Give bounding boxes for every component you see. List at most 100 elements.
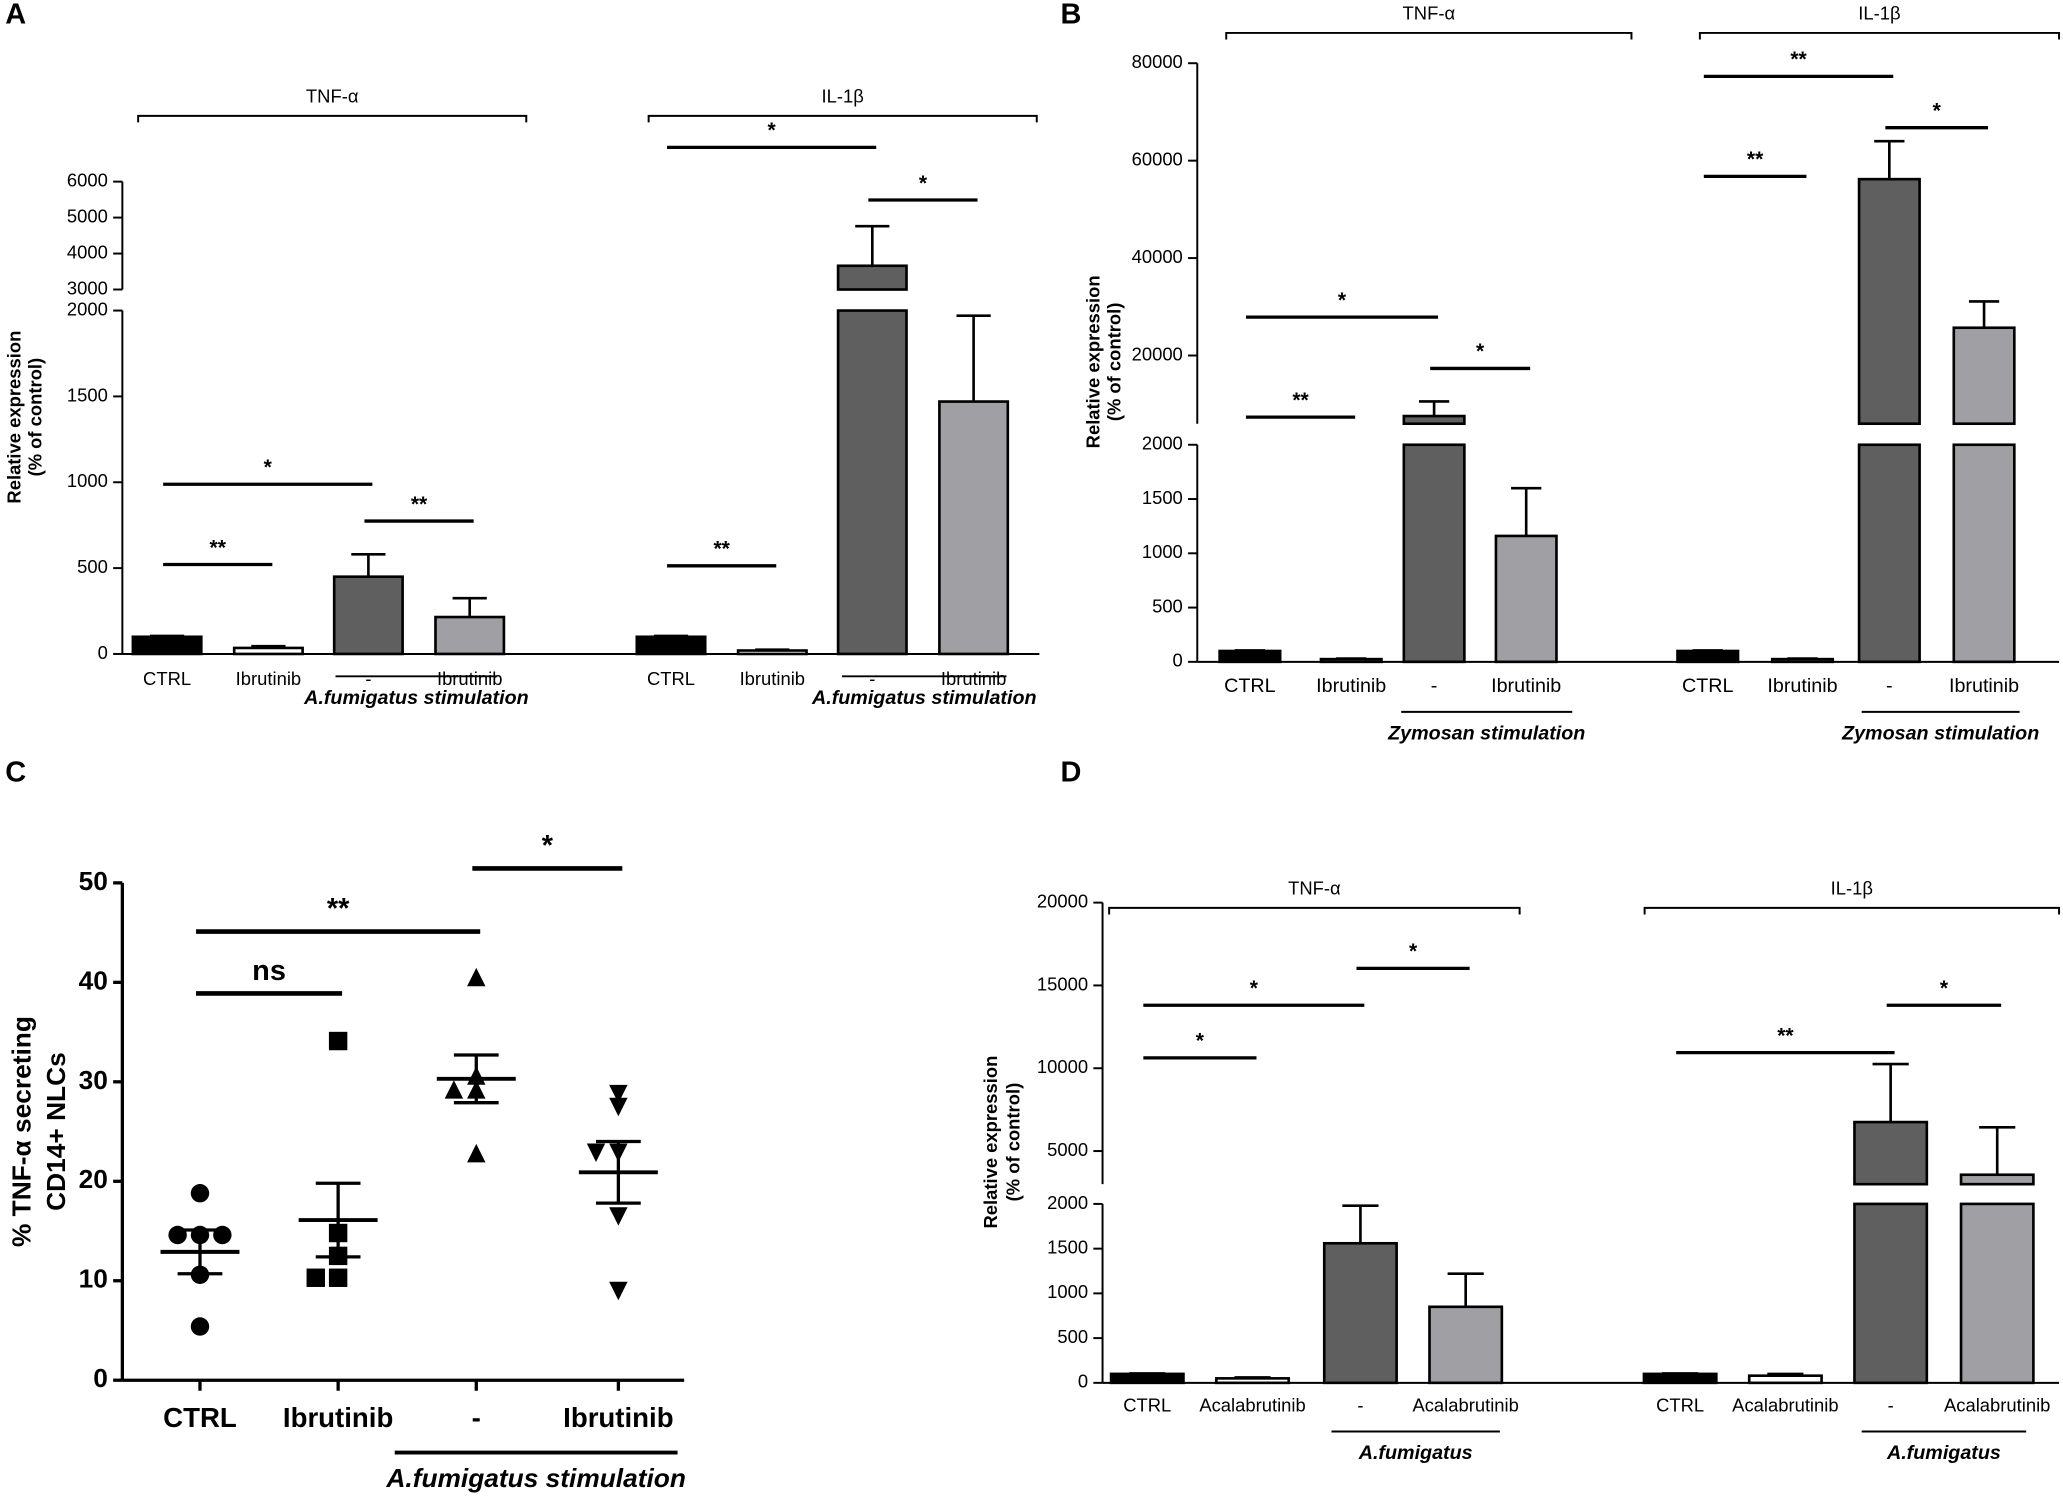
y-tick-label: 1500 xyxy=(1142,487,1183,508)
significance-label: ** xyxy=(713,538,730,561)
bar xyxy=(836,309,908,656)
x-tick-label: Acalabrutinib xyxy=(1944,1394,2050,1415)
stimulation-label: Zymosan stimulation xyxy=(1387,722,1585,744)
stimulation-label: A.fumigatus stimulation xyxy=(385,1463,686,1493)
x-tick-label: Ibrutinib xyxy=(1949,675,2019,697)
bar xyxy=(1215,1377,1291,1385)
group-bracket xyxy=(137,114,528,123)
bar xyxy=(836,264,908,291)
data-point xyxy=(467,967,486,987)
bar xyxy=(131,635,203,656)
x-tick-label: CTRL xyxy=(1682,675,1734,697)
significance-label: * xyxy=(1338,289,1347,312)
bar xyxy=(1322,1241,1398,1385)
x-tick-label: Ibrutinib xyxy=(1767,675,1837,697)
y-tick-label: 1000 xyxy=(67,470,108,491)
significance-label: * xyxy=(1409,940,1418,963)
group-label: TNF-α xyxy=(306,85,359,106)
x-tick-label: - xyxy=(1431,675,1438,697)
data-point xyxy=(609,1084,628,1104)
significance-label: ** xyxy=(1292,389,1309,412)
panel-letter: B xyxy=(1060,0,1081,30)
data-point xyxy=(609,1207,628,1226)
bar xyxy=(332,575,404,656)
group-label: IL-1β xyxy=(822,85,864,106)
y-tick-label: 0 xyxy=(1078,1371,1088,1392)
y-tick-label: 500 xyxy=(1057,1326,1088,1347)
significance-label: * xyxy=(1940,977,1949,1000)
y-tick-label: 40000 xyxy=(1132,246,1183,267)
x-tick-label: Acalabrutinib xyxy=(1732,1394,1838,1415)
x-tick-label: Ibrutinib xyxy=(236,668,301,689)
y-tick-label: 2000 xyxy=(67,298,108,319)
bar xyxy=(232,646,304,656)
bar xyxy=(1853,1120,1929,1186)
data-point xyxy=(586,1143,606,1162)
x-tick-label: Ibrutinib xyxy=(283,1402,393,1433)
significance-label: ** xyxy=(327,893,350,925)
y-tick-label: 1500 xyxy=(1047,1237,1088,1258)
significance-label: * xyxy=(768,119,777,142)
significance-label: ** xyxy=(1777,1024,1794,1047)
panel-letter: A xyxy=(5,0,26,30)
y-tick-label: 3000 xyxy=(67,277,108,298)
y-tick-label: 20000 xyxy=(1037,890,1088,911)
y-tick-label: 6000 xyxy=(67,169,108,190)
significance-label: * xyxy=(542,830,554,862)
y-tick-label: 0 xyxy=(98,642,108,663)
x-tick-label: Ibrutinib xyxy=(563,1402,673,1433)
y-tick-label: 5000 xyxy=(1047,1139,1088,1160)
y-tick-label: 0 xyxy=(1173,650,1183,671)
data-point xyxy=(190,1184,210,1203)
y-tick-label: 60000 xyxy=(1132,149,1183,170)
bar xyxy=(1494,534,1558,664)
panel-letter: D xyxy=(1060,756,1081,788)
bar xyxy=(1952,443,2016,664)
y-tick-label: 40 xyxy=(79,965,108,995)
bar xyxy=(635,635,707,656)
data-point xyxy=(328,1268,348,1287)
stimulation-label: A.fumigatus stimulation xyxy=(811,687,1037,709)
stimulation-label: A.fumigatus xyxy=(1886,1442,2001,1464)
bar xyxy=(1428,1305,1504,1385)
y-tick-label: 10000 xyxy=(1037,1056,1088,1077)
significance-label: * xyxy=(919,172,928,195)
group-bracket xyxy=(647,114,1038,123)
group-bracket xyxy=(1643,906,2061,915)
bar xyxy=(1402,443,1466,664)
bar xyxy=(1676,649,1740,664)
bar xyxy=(938,400,1010,656)
x-tick-label: Acalabrutinib xyxy=(1199,1394,1305,1415)
data-point xyxy=(444,1080,464,1099)
group-bracket xyxy=(1108,906,1521,915)
x-tick-label: CTRL xyxy=(647,668,695,689)
y-tick-label: 2000 xyxy=(1047,1192,1088,1213)
x-tick-label: CTRL xyxy=(1656,1394,1704,1415)
x-tick-label: Ibrutinib xyxy=(1316,675,1386,697)
significance-label: * xyxy=(264,456,273,479)
x-tick-label: - xyxy=(1886,675,1893,697)
group-label: TNF-α xyxy=(1288,877,1341,898)
significance-label: ns xyxy=(252,955,286,987)
data-point xyxy=(190,1317,210,1336)
x-tick-label: - xyxy=(869,668,875,689)
group-bracket xyxy=(1698,31,2061,40)
x-tick-label: Ibrutinib xyxy=(437,668,502,689)
y-tick-label: 500 xyxy=(1152,595,1183,616)
bar xyxy=(1642,1372,1718,1385)
bar xyxy=(1402,414,1466,426)
bar xyxy=(1853,1202,1929,1385)
x-tick-label: CTRL xyxy=(143,668,191,689)
x-tick-label: CTRL xyxy=(163,1402,237,1433)
y-axis-label: Relative expression xyxy=(4,331,25,504)
y-tick-label: 4000 xyxy=(67,241,108,262)
significance-label: * xyxy=(1933,99,1942,122)
y-axis-label: Relative expression xyxy=(1083,275,1104,448)
y-tick-label: 500 xyxy=(77,556,108,577)
x-tick-label: CTRL xyxy=(1224,675,1276,697)
panel-letter: C xyxy=(5,756,26,788)
y-tick-label: 1500 xyxy=(67,384,108,405)
x-tick-label: CTRL xyxy=(1123,1394,1171,1415)
significance-label: ** xyxy=(1747,148,1764,171)
